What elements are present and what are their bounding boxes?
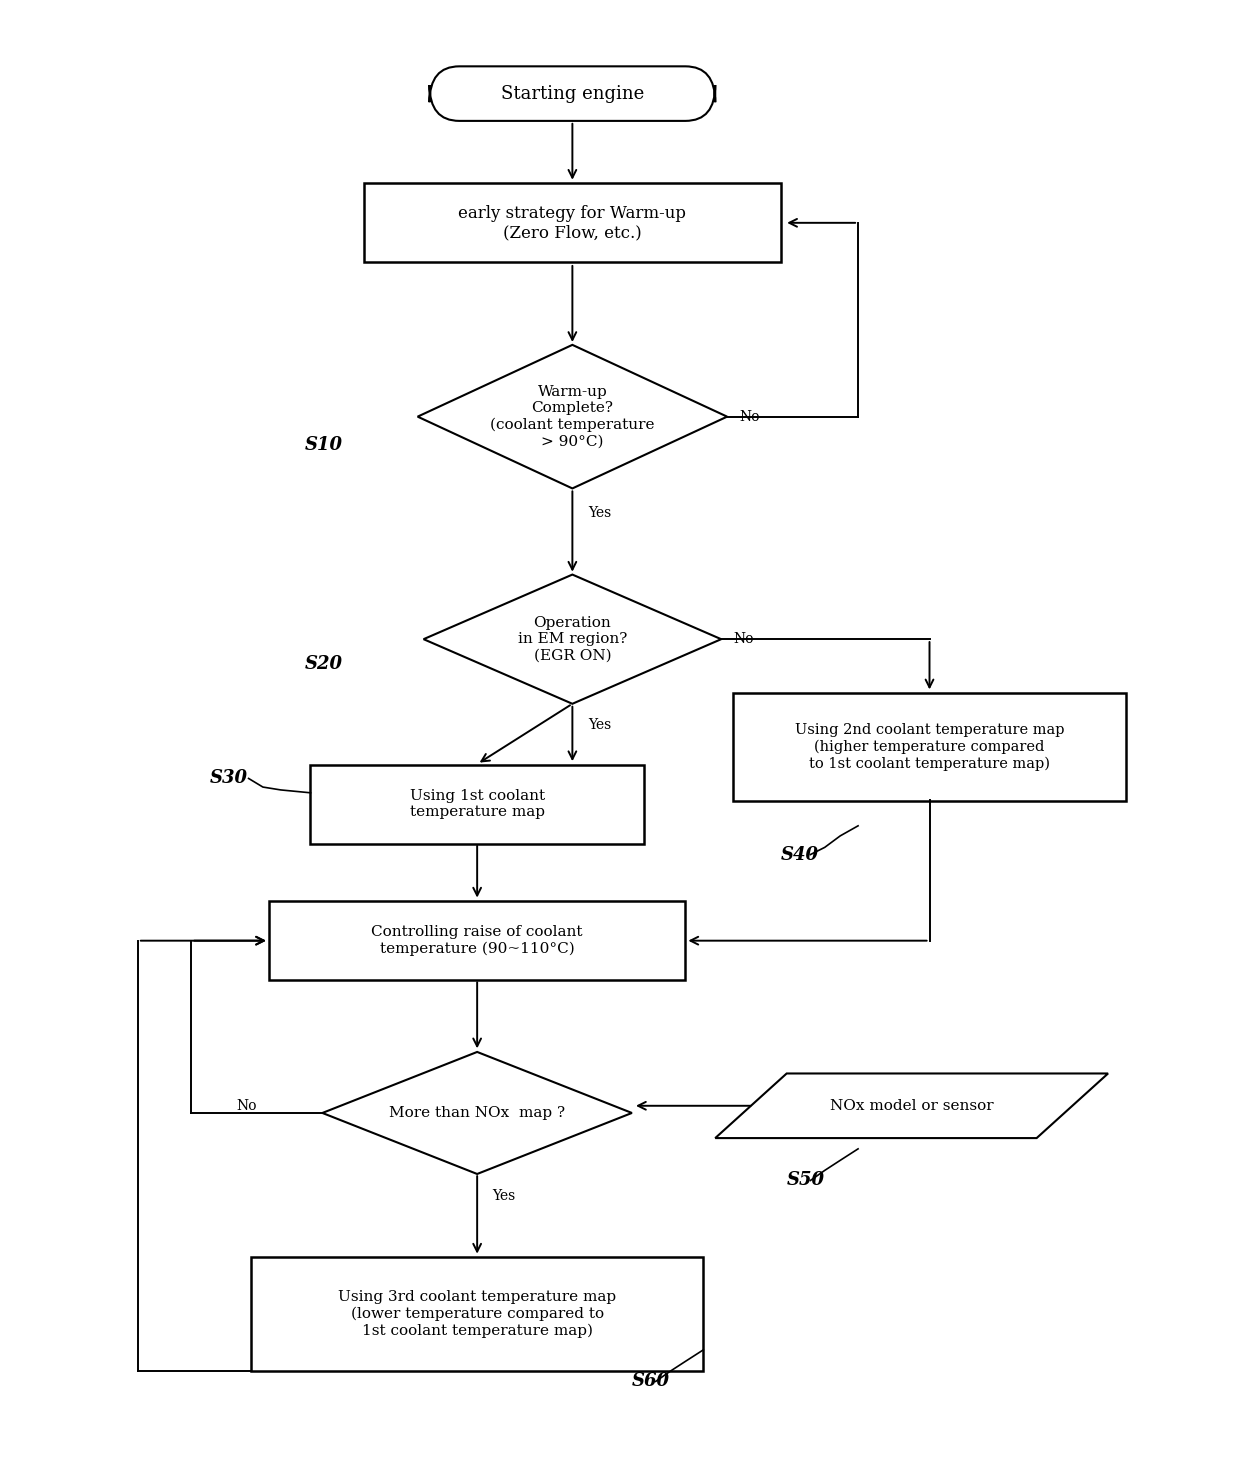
Text: early strategy for Warm-up
(Zero Flow, etc.): early strategy for Warm-up (Zero Flow, e… <box>459 205 687 242</box>
Text: S50: S50 <box>786 1172 825 1190</box>
FancyBboxPatch shape <box>310 765 644 844</box>
Text: No: No <box>739 410 760 423</box>
Text: No: No <box>733 633 754 646</box>
FancyBboxPatch shape <box>269 901 686 980</box>
Text: S20: S20 <box>305 655 342 672</box>
Text: S10: S10 <box>305 437 342 454</box>
Text: Warm-up
Complete?
(coolant temperature
> 90°C): Warm-up Complete? (coolant temperature >… <box>490 385 655 448</box>
FancyBboxPatch shape <box>365 183 781 262</box>
Text: Using 2nd coolant temperature map
(higher temperature compared
to 1st coolant te: Using 2nd coolant temperature map (highe… <box>795 724 1064 771</box>
Text: Controlling raise of coolant
temperature (90~110°C): Controlling raise of coolant temperature… <box>372 926 583 957</box>
Polygon shape <box>322 1052 632 1173</box>
Text: Yes: Yes <box>492 1190 516 1203</box>
Text: Using 1st coolant
temperature map: Using 1st coolant temperature map <box>409 790 544 819</box>
Text: S40: S40 <box>781 845 818 863</box>
Text: S30: S30 <box>210 769 247 788</box>
Text: Yes: Yes <box>588 505 611 520</box>
Text: More than NOx  map ?: More than NOx map ? <box>389 1106 565 1119</box>
Text: S60: S60 <box>632 1373 670 1390</box>
Polygon shape <box>715 1074 1109 1138</box>
Text: Using 3rd coolant temperature map
(lower temperature compared to
1st coolant tem: Using 3rd coolant temperature map (lower… <box>339 1291 616 1338</box>
Polygon shape <box>418 344 727 488</box>
Text: Yes: Yes <box>588 718 611 732</box>
FancyBboxPatch shape <box>429 66 715 122</box>
Text: NOx model or sensor: NOx model or sensor <box>830 1099 993 1113</box>
Text: No: No <box>237 1099 257 1113</box>
Text: Starting engine: Starting engine <box>501 85 644 103</box>
FancyBboxPatch shape <box>733 693 1126 801</box>
Polygon shape <box>424 574 722 703</box>
Text: Operation
in EM region?
(EGR ON): Operation in EM region? (EGR ON) <box>517 615 627 662</box>
FancyBboxPatch shape <box>250 1257 703 1371</box>
